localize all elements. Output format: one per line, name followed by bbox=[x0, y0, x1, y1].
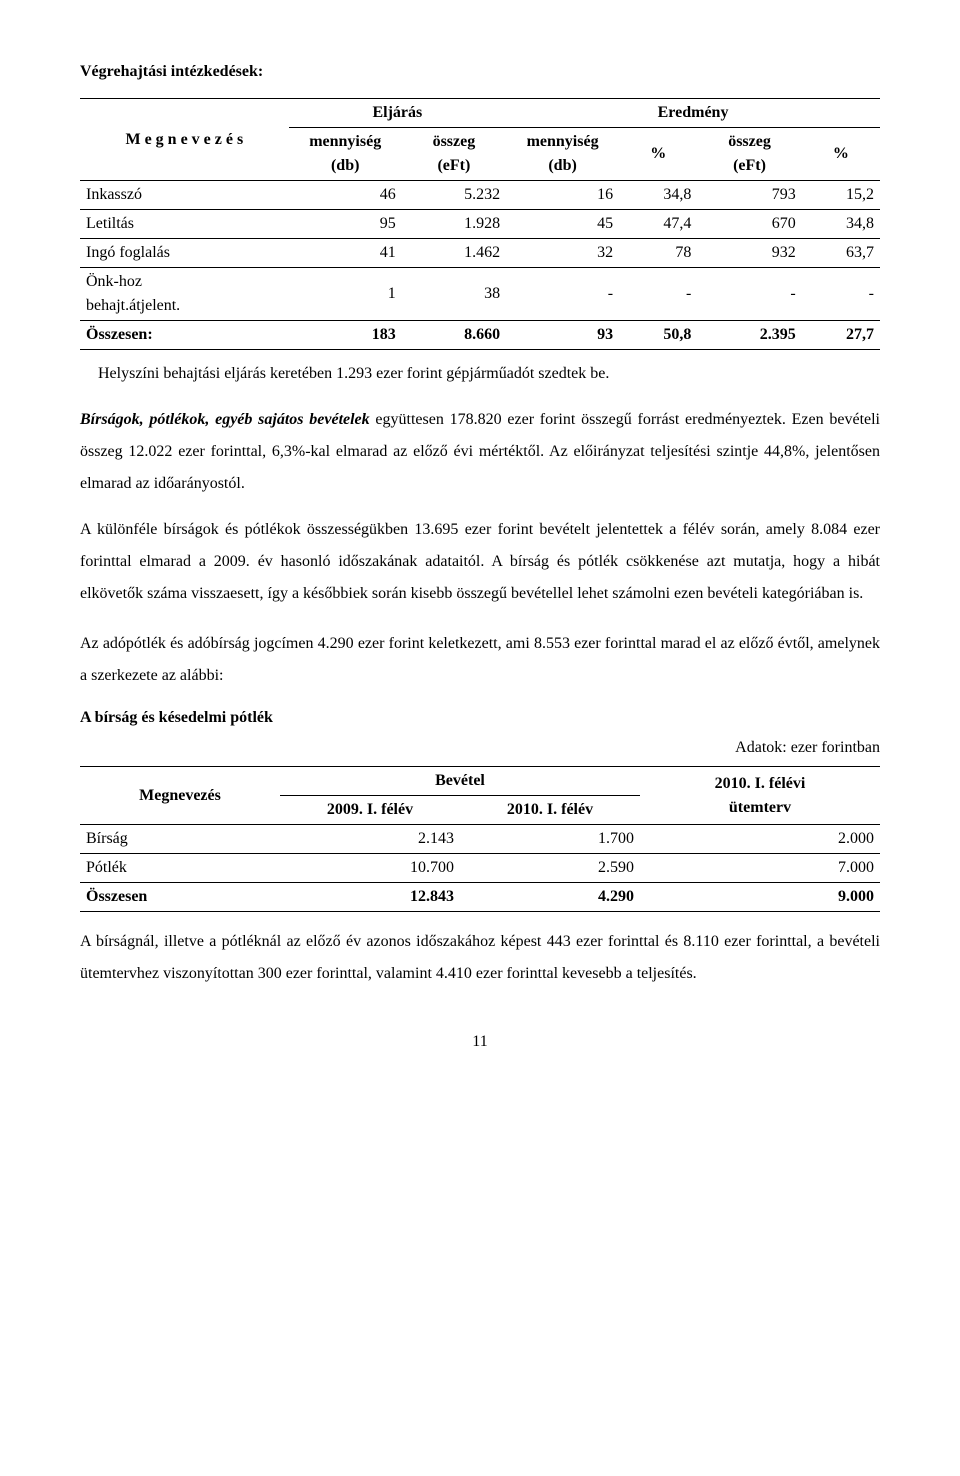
th-megnevezes2: Megnevezés bbox=[80, 767, 280, 825]
table-row: Inkasszó 46 5.232 16 34,8 793 15,2 bbox=[80, 181, 880, 210]
table-row: Letiltás 95 1.928 45 47,4 670 34,8 bbox=[80, 210, 880, 239]
table-birsag: Megnevezés Bevétel 2010. I. féléviütemte… bbox=[80, 766, 880, 912]
table-total-row: Összesen 12.843 4.290 9.000 bbox=[80, 883, 880, 912]
th-menny-db: mennyiség(db) bbox=[289, 128, 402, 181]
th-bevetel: Bevétel bbox=[280, 767, 640, 796]
paragraph: Bírságok, pótlékok, egyéb sajátos bevéte… bbox=[80, 404, 880, 500]
th-2010: 2010. I. félév bbox=[460, 796, 640, 825]
table-vegrehajtasi: M e g n e v e z é s Eljárás Eredmény men… bbox=[80, 98, 880, 350]
paragraph: Helyszíni behajtási eljárás keretében 1.… bbox=[80, 362, 880, 386]
th-eljaras: Eljárás bbox=[289, 99, 506, 128]
th-pct2: % bbox=[802, 128, 880, 181]
table-row: Önk-hozbehajt.átjelent. 1 38 - - - - bbox=[80, 268, 880, 321]
emphasis: Bírságok, pótlékok, egyéb sajátos bevéte… bbox=[80, 411, 370, 428]
paragraph: A különféle bírságok és pótlékok összess… bbox=[80, 514, 880, 610]
th-eredmeny: Eredmény bbox=[506, 99, 880, 128]
paragraph: A bírságnál, illetve a pótléknál az előz… bbox=[80, 926, 880, 990]
section-title: Végrehajtási intézkedések: bbox=[80, 60, 880, 84]
th-2009: 2009. I. félév bbox=[280, 796, 460, 825]
page-number: 11 bbox=[80, 1030, 880, 1054]
th-utemterv: 2010. I. féléviütemterv bbox=[640, 767, 880, 825]
table-row: Ingó foglalás 41 1.462 32 78 932 63,7 bbox=[80, 239, 880, 268]
th-pct: % bbox=[619, 128, 697, 181]
table-row: Bírság 2.143 1.700 2.000 bbox=[80, 825, 880, 854]
table-row: Pótlék 10.700 2.590 7.000 bbox=[80, 854, 880, 883]
th-osszeg-eft2: összeg(eFt) bbox=[697, 128, 801, 181]
table-total-row: Összesen: 183 8.660 93 50,8 2.395 27,7 bbox=[80, 321, 880, 350]
th-osszeg-eft: összeg(eFt) bbox=[402, 128, 506, 181]
th-menny-db2: mennyiség(db) bbox=[506, 128, 619, 181]
th-megnevezes: M e g n e v e z é s bbox=[80, 99, 289, 181]
unit-note: Adatok: ezer forintban bbox=[80, 736, 880, 760]
paragraph: Az adópótlék és adóbírság jogcímen 4.290… bbox=[80, 628, 880, 692]
subheading: A bírság és késedelmi pótlék bbox=[80, 706, 880, 730]
